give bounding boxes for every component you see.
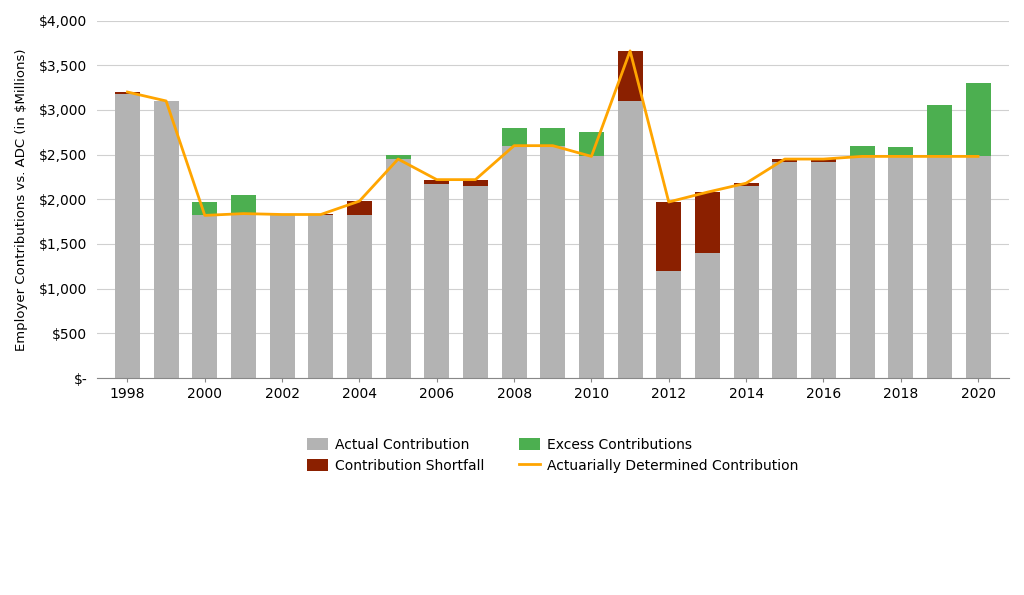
Bar (347, 215, 372, 378)
Bar (230, 195, 256, 378)
Bar (966, 83, 990, 156)
Bar (733, 186, 759, 378)
Bar (502, 128, 526, 378)
Bar (888, 148, 913, 378)
Bar (927, 105, 952, 156)
Bar (115, 94, 140, 378)
Bar (772, 162, 798, 378)
Y-axis label: Employer Contributions vs. ADC (in $Millions): Employer Contributions vs. ADC (in $Mill… (15, 48, 28, 350)
Bar (347, 201, 372, 215)
Bar (541, 128, 565, 378)
Bar (966, 83, 990, 378)
Bar (850, 146, 874, 156)
Bar (927, 105, 952, 378)
Bar (617, 101, 643, 378)
Bar (502, 128, 526, 146)
Legend: Actual Contribution, Contribution Shortfall, Excess Contributions, Actuarially D: Actual Contribution, Contribution Shortf… (302, 433, 804, 478)
Bar (193, 202, 217, 378)
Bar (733, 183, 759, 186)
Bar (772, 159, 798, 162)
Bar (463, 180, 488, 186)
Bar (579, 132, 604, 378)
Bar (385, 155, 411, 159)
Bar (541, 128, 565, 146)
Bar (656, 202, 681, 271)
Bar (230, 195, 256, 214)
Bar (154, 101, 178, 378)
Bar (617, 51, 643, 101)
Bar (115, 92, 140, 94)
Bar (811, 162, 836, 378)
Bar (269, 215, 295, 378)
Bar (656, 271, 681, 378)
Bar (888, 148, 913, 156)
Bar (193, 202, 217, 215)
Bar (424, 184, 450, 378)
Bar (850, 146, 874, 378)
Bar (695, 253, 720, 378)
Bar (308, 215, 334, 378)
Bar (811, 159, 836, 162)
Bar (579, 132, 604, 156)
Bar (463, 186, 488, 378)
Bar (695, 192, 720, 253)
Bar (424, 180, 450, 184)
Bar (385, 155, 411, 378)
